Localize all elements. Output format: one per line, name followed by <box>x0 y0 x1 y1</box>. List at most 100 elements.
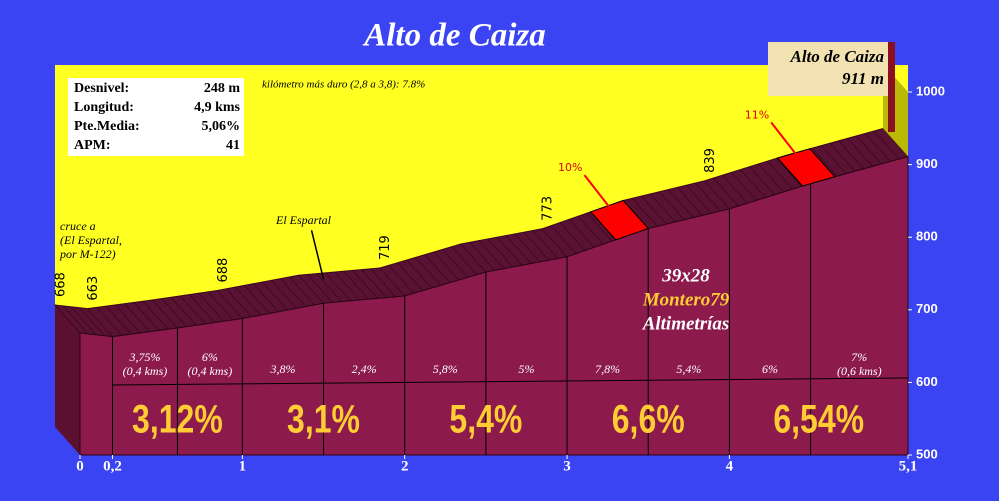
ridge-hatch <box>767 160 793 190</box>
info-label: Longitud: <box>74 100 134 115</box>
segment-label: 7,8% <box>595 362 620 376</box>
elevation-label: 839 <box>703 148 718 173</box>
ridge-hatch <box>280 278 306 307</box>
x-tick-label: 3 <box>563 458 571 474</box>
km-divider-line <box>112 377 909 386</box>
ridge-hatch <box>469 242 496 271</box>
segment-label-line: 6% <box>762 362 778 376</box>
summit-label: Alto de Caiza <box>789 47 884 66</box>
ridge-hatch <box>550 225 577 254</box>
ridge-hatch <box>586 212 613 242</box>
info-value: 4,9 kms <box>194 100 240 115</box>
ridge-hatch <box>460 243 487 273</box>
ridge-hatch <box>505 235 532 264</box>
segment-label: 6% (0,4 kms) <box>188 350 233 378</box>
ridge-hatch <box>776 158 802 187</box>
ridge-hatch <box>217 290 243 319</box>
ridge-hatch <box>62 305 89 335</box>
ridge-hatch <box>713 177 739 207</box>
ridge-hatch <box>189 294 215 323</box>
km-gradient-label: 6,54% <box>773 396 864 441</box>
ridge-hatch <box>686 184 712 214</box>
km-gradient-label: 6,6% <box>612 396 685 441</box>
place-label-line: cruce a <box>60 219 96 233</box>
y-tick-label: 1000 <box>916 83 945 98</box>
segment-label: 6% <box>762 362 778 376</box>
chart-title: Alto de Caiza <box>362 18 546 54</box>
ridge-hatch <box>370 268 396 298</box>
ridge-hatch <box>316 273 342 302</box>
ridge-hatch <box>523 231 550 261</box>
steep-leader <box>770 121 807 169</box>
credit: 39x28 <box>661 265 710 286</box>
ridge-hatch <box>406 259 433 289</box>
info-value: 5,06% <box>202 119 241 134</box>
ridge-hatch <box>179 295 206 325</box>
x-tick-label: 2 <box>401 458 409 474</box>
segment-label-line: 2,4% <box>352 362 377 376</box>
segment-label-line: 5,8% <box>433 362 458 376</box>
ridge-hatch <box>864 133 891 162</box>
ridge-hatch <box>631 198 658 227</box>
ridge-hatch <box>496 237 523 266</box>
y-tick-label: 500 <box>916 446 938 461</box>
ridge-hatch <box>722 174 748 204</box>
segment-label-line: 3,8% <box>269 362 295 376</box>
ridge-hatch <box>70 306 97 336</box>
segment-label: 3,8% <box>269 362 295 376</box>
ridge-hatch <box>838 140 865 170</box>
elevation-label: 719 <box>378 235 393 260</box>
ridge-hatch <box>820 145 847 174</box>
ridge-hatch <box>298 274 324 304</box>
info-label: Desnivel: <box>74 81 129 96</box>
ridge-hatch <box>568 219 595 248</box>
elevation-label: 773 <box>541 196 556 221</box>
ridge-hatch <box>307 274 333 303</box>
hardest-km: kilómetro más duro (2,8 a 3,8): 7.8% <box>262 79 425 91</box>
ridge-hatch <box>87 308 113 337</box>
ridge-hatch <box>397 262 424 291</box>
segment-label: 5,4% <box>676 362 701 376</box>
segment-label: 5,8% <box>433 362 458 376</box>
ridge-hatch <box>659 191 685 221</box>
segment-label-line: (0,6 kms) <box>837 364 882 378</box>
ridge-hatch <box>424 254 451 283</box>
ridge-hatch <box>758 163 784 193</box>
y-tick-label: 900 <box>916 156 938 171</box>
ridge-hatch <box>289 276 315 306</box>
y-tick-label: 800 <box>916 229 938 244</box>
ridge-hatch <box>749 166 775 196</box>
place-label: El Espartal <box>275 213 332 227</box>
x-tick-label: 0 <box>76 458 84 474</box>
ridge-hatch <box>96 307 123 336</box>
segment-label: 2,4% <box>352 362 377 376</box>
ridge-hatch <box>514 233 541 263</box>
ridge-hatch <box>198 292 225 322</box>
ridge-hatch <box>54 304 81 334</box>
segment-label: 5% <box>518 362 534 376</box>
ridge-hatch <box>207 291 234 321</box>
ridge-hatch <box>334 271 360 301</box>
ridge-hatch <box>559 222 586 251</box>
ridge-hatch <box>115 304 141 334</box>
ridge-hatch <box>640 195 667 225</box>
ridge-hatch <box>262 281 288 311</box>
ridge-hatch <box>532 230 559 259</box>
summit-pole <box>888 42 895 132</box>
ridge-hatch <box>649 193 676 223</box>
ridge-hatch <box>161 298 187 327</box>
summit-box <box>768 42 888 96</box>
segment-label-line: 3,75% <box>128 350 160 364</box>
segment-label: 3,75% (0,4 kms) <box>123 350 168 378</box>
ridge-hatch <box>442 249 469 278</box>
ridge-hatch <box>668 189 694 218</box>
ridge-hatch <box>379 267 406 297</box>
ridge-hatch <box>487 238 514 268</box>
ridge-hatch <box>226 288 252 318</box>
ridge-hatch <box>170 296 197 326</box>
info-value: 41 <box>226 138 240 153</box>
info-label: Pte.Media: <box>74 119 140 134</box>
steep-label: 11% <box>745 108 769 121</box>
x-tick-label: 5,1 <box>899 458 918 474</box>
